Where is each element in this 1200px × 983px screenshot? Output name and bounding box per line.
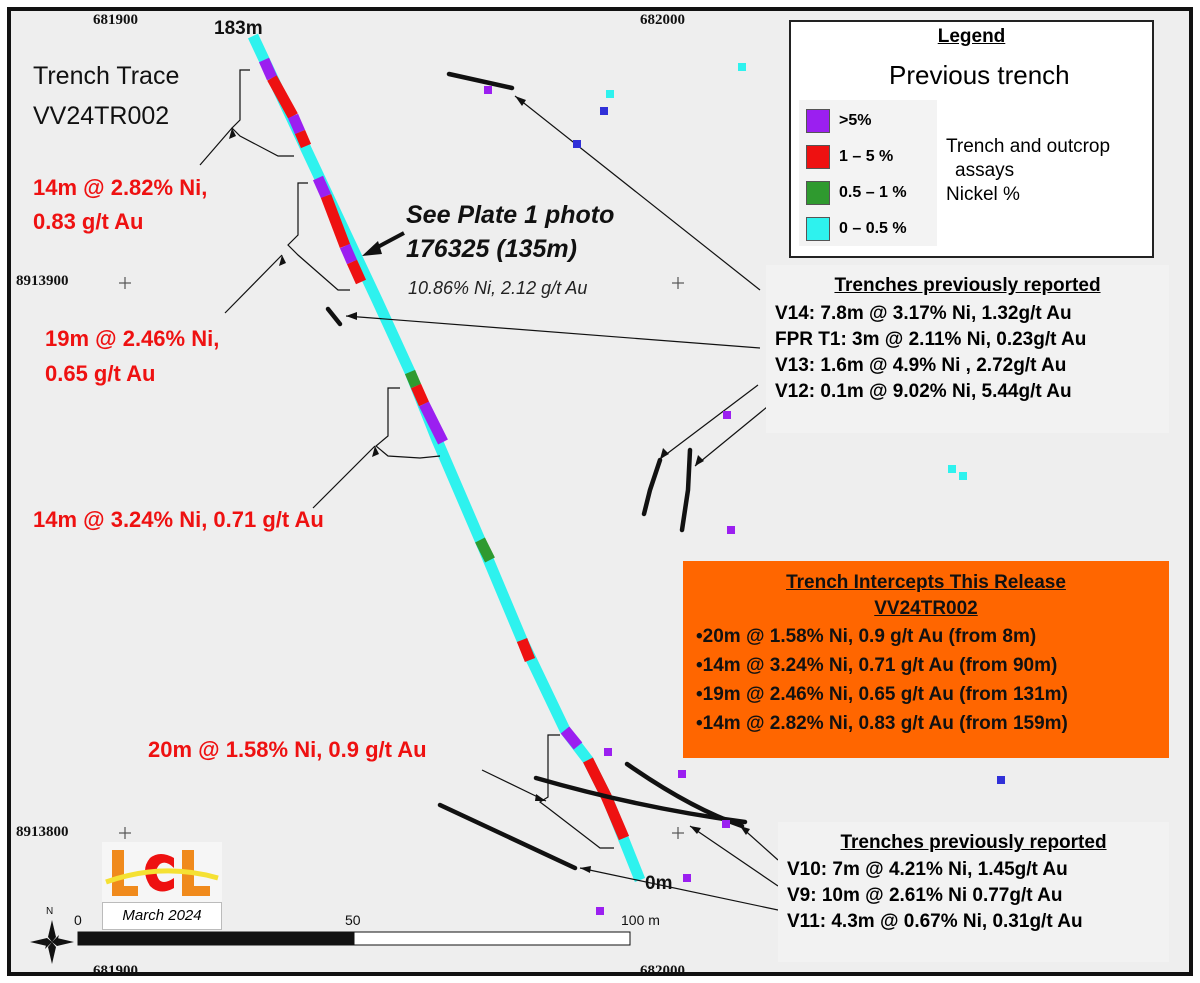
intercept-label-2-line2: 0.65 g/t Au [45, 361, 156, 386]
release-intercepts-box: Trench Intercepts This Release VV24TR002… [683, 561, 1169, 758]
intercept-label-1-line2: 0.83 g/t Au [33, 209, 144, 234]
previous-trenches-panel-upper: Trenches previously reported V14: 7.8m @… [766, 265, 1169, 433]
logo-mark-icon [102, 842, 222, 904]
release-line: •20m @ 1.58% Ni, 0.9 g/t Au (from 8m) [696, 626, 1037, 647]
plate-callout-line1: See Plate 1 photo [406, 201, 615, 229]
previous-upper-line: FPR T1: 3m @ 2.11% Ni, 0.23g/t Au [775, 329, 1087, 350]
plate-callout-line2: 176325 (135m) [406, 235, 577, 263]
legend-swatch-gt5 [806, 109, 830, 133]
intercept-label-3: 14m @ 3.24% Ni, 0.71 g/t Au [33, 507, 324, 532]
legend-previous-trench-label: Previous trench [889, 60, 1070, 90]
scale-label-0: 0 [74, 912, 82, 928]
legend-label-1-5: 1 – 5 % [839, 148, 894, 165]
previous-trenches [325, 71, 748, 871]
previous-lower-line: V11: 4.3m @ 0.67% Ni, 0.31g/t Au [787, 911, 1083, 932]
legend-side-text: Trench and outcrop assays Nickel % [946, 135, 1110, 207]
legend-label-05-1: 0.5 – 1 % [839, 184, 907, 201]
interval-brackets [231, 69, 614, 849]
legend-label-gt5: >5% [839, 112, 872, 129]
previous-lower-line: V10: 7m @ 4.21% Ni, 1.45g/t Au [787, 859, 1068, 880]
legend-box: Legend Previous trench >5% 1 – 5 % 0.5 –… [789, 20, 1154, 258]
previous-trenches-panel-lower: Trenches previously reported V10: 7m @ 4… [778, 822, 1169, 962]
legend-label-0-05: 0 – 0.5 % [839, 220, 907, 237]
legend-side-line1: Trench and outcrop [946, 136, 1111, 157]
release-line: •19m @ 2.46% Ni, 0.65 g/t Au (from 131m) [696, 684, 1068, 705]
plate-arrow [362, 231, 405, 256]
scale-label-100: 100 m [621, 912, 660, 928]
north-label: N [46, 906, 54, 917]
legend-side-line3: Nickel % [946, 184, 1020, 205]
scale-label-50: 50 [345, 912, 361, 928]
previous-lower-line: V9: 10m @ 2.61% Ni 0.77g/t Au [787, 885, 1063, 906]
grid-label-y-lower: 8913800 [16, 824, 69, 840]
trench-end-label-bottom: 0m [645, 873, 673, 894]
logo-date: March 2024 [102, 902, 222, 930]
previous-upper-line: V14: 7.8m @ 3.17% Ni, 1.32g/t Au [775, 303, 1072, 324]
grid-label-y-upper: 8913900 [16, 273, 69, 289]
north-arrow-icon [30, 920, 74, 964]
legend-swatch-0-05 [806, 217, 830, 241]
callout-arrows [199, 95, 779, 911]
grid-label-x-top-right: 682000 [640, 12, 685, 28]
previous-upper-line: V13: 1.6m @ 4.9% Ni , 2.72g/t Au [775, 355, 1067, 376]
legend-title: Legend [937, 26, 1006, 47]
legend-side-line2: assays [955, 160, 1015, 181]
grid-label-x-bottom-right: 682000 [640, 963, 685, 979]
trench-trace-vv24tr002 [248, 33, 646, 883]
plate-callout: See Plate 1 photo 176325 (135m) [406, 198, 614, 266]
company-logo: March 2024 [102, 842, 222, 930]
trench-title-line1: Trench Trace [33, 62, 180, 90]
previous-upper-line: V12: 0.1m @ 9.02% Ni, 5.44g/t Au [775, 381, 1072, 402]
release-title: Trench Intercepts This Release [786, 572, 1066, 593]
previous-lower-title: Trenches previously reported [840, 832, 1107, 853]
arrow-heads [229, 96, 750, 873]
release-line: •14m @ 3.24% Ni, 0.71 g/t Au (from 90m) [696, 655, 1058, 676]
sample-squares [484, 63, 1005, 915]
intercept-label-1-line1: 14m @ 2.82% Ni, [33, 175, 208, 200]
intercept-label-2-line1: 19m @ 2.46% Ni, [45, 326, 220, 351]
release-subtitle: VV24TR002 [874, 598, 978, 619]
legend-swatch-panel: >5% 1 – 5 % 0.5 – 1 % 0 – 0.5 % [799, 100, 937, 246]
grid-crosses [119, 277, 684, 839]
release-line: •14m @ 2.82% Ni, 0.83 g/t Au (from 159m) [696, 713, 1068, 734]
trench-title-line2: VV24TR002 [33, 102, 170, 130]
scale-bar [77, 931, 631, 946]
intercept-label-4: 20m @ 1.58% Ni, 0.9 g/t Au [148, 737, 427, 762]
previous-upper-title: Trenches previously reported [834, 275, 1101, 296]
plate-callout-sub: 10.86% Ni, 2.12 g/t Au [408, 278, 588, 298]
grid-label-x-bottom-left: 681900 [93, 963, 138, 979]
grid-label-x-top-left: 681900 [93, 12, 138, 28]
legend-swatch-1-5 [806, 145, 830, 169]
trench-end-label-top: 183m [214, 18, 263, 39]
legend-swatch-05-1 [806, 181, 830, 205]
